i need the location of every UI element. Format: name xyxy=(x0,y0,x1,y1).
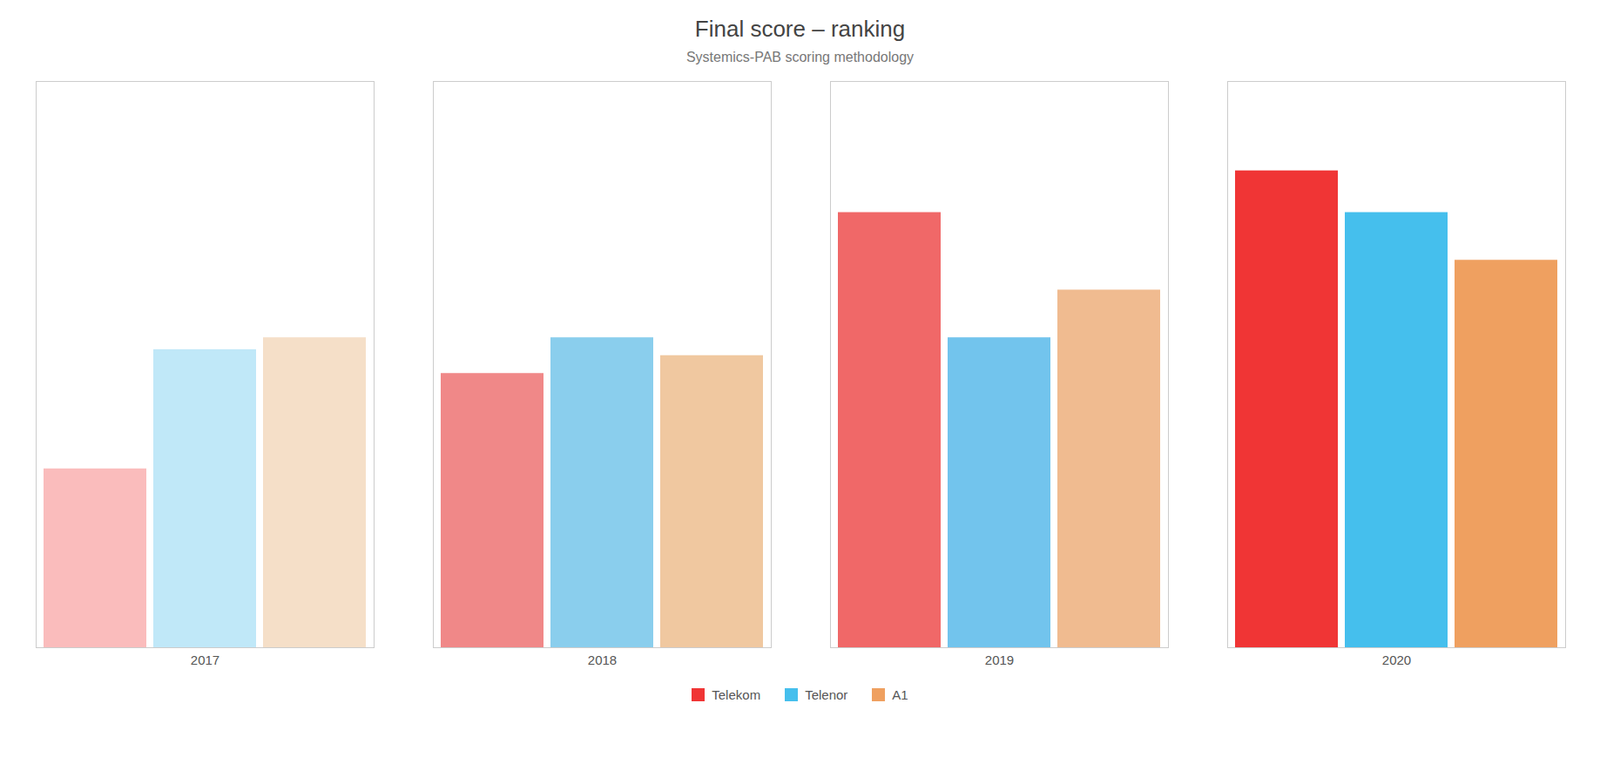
svg-text:2017: 2017 xyxy=(190,652,220,668)
html-text:Final score – ranking: Final score – ranking xyxy=(694,15,906,42)
html-text:Telenor: Telenor xyxy=(804,687,848,703)
html-text:Telekom: Telekom xyxy=(711,687,761,703)
svg-text:2018: 2018 xyxy=(587,652,617,668)
svg-text:2020: 2020 xyxy=(1382,652,1411,668)
html-text:A1: A1 xyxy=(892,687,909,703)
svg-text:2019: 2019 xyxy=(985,652,1014,668)
html-text:Systemics-PAB scoring methodol: Systemics-PAB scoring methodology xyxy=(686,49,914,65)
